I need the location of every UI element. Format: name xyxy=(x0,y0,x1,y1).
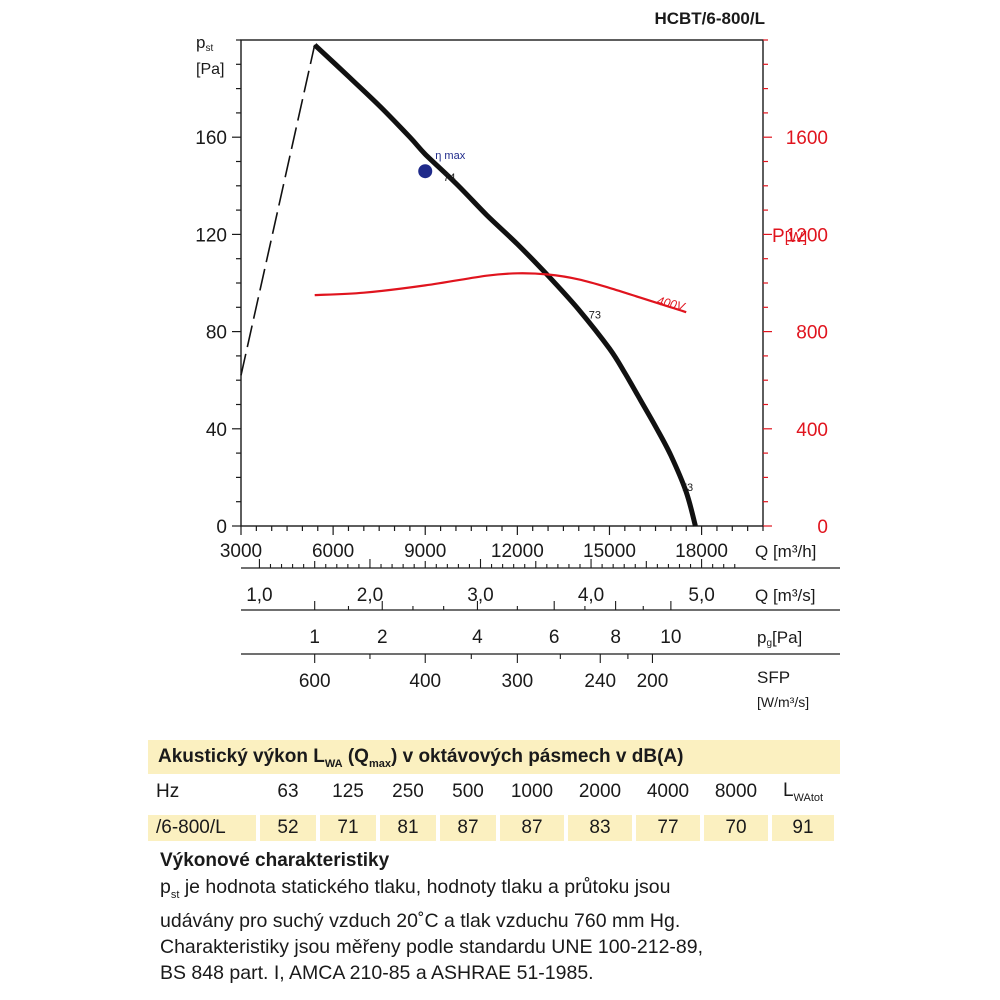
series-layer: 400V η max 74 73 73 xyxy=(240,43,698,527)
acoustic-data-row: /6-800/L 52 71 81 87 87 83 77 70 91 xyxy=(148,810,840,846)
qs-scale-tick-label: 3,0 xyxy=(467,585,493,606)
x-axis-ticks: 3000 6000 9000 12000 15000 18000 xyxy=(220,526,764,562)
band-250: 250 xyxy=(392,781,424,802)
band-63: 63 xyxy=(277,781,299,802)
pg-scale-tick-label: 10 xyxy=(660,627,681,648)
left-axis-tick-label: 120 xyxy=(195,225,227,246)
notes-line-2: udávány pro suchý vzduch 20˚C a tlak vzd… xyxy=(160,909,681,932)
qs-scale-ticks: 1,0 2,0 3,0 4,0 5,0 xyxy=(246,559,736,606)
x-axis-tick-label: 18000 xyxy=(675,541,728,562)
sfp-scale-unit: SFP xyxy=(757,668,790,687)
acoustic-table: Akustický výkon LWA (Qmax) v oktávových … xyxy=(148,740,840,846)
pg-scale-unit-sub: g xyxy=(766,638,772,649)
right-axis-tick-label: 800 xyxy=(796,323,828,344)
right-axis-tick-label: 400 xyxy=(796,420,828,441)
x-axis-tick-label: 9000 xyxy=(404,541,446,562)
sfp-scale-tick-label: 200 xyxy=(637,671,669,692)
value-4000: 77 xyxy=(636,815,700,841)
sfp-scale-tick-label: 600 xyxy=(299,671,331,692)
right-axis-tick-label: 0 xyxy=(817,517,828,538)
qs-scale-unit: Q [m³/s] xyxy=(755,586,815,605)
x-axis-tick-label: 15000 xyxy=(583,541,636,562)
qs-scale-tick-label: 2,0 xyxy=(357,585,383,606)
power-curve-label: 400V xyxy=(656,293,688,314)
right-axis-label: P[W] xyxy=(772,226,807,247)
left-axis-tick-label: 160 xyxy=(195,128,227,149)
value-500: 87 xyxy=(440,815,496,841)
power-curve-400v xyxy=(314,272,687,314)
notes-line-1: pst je hodnota statického tlaku, hodnoty… xyxy=(160,876,671,901)
sfp-scale-unit-sub: [W/m³/s] xyxy=(757,694,809,710)
pg-scale-unit: pg[Pa] xyxy=(757,628,802,649)
left-axis-ticks: 0 40 80 120 160 xyxy=(195,39,241,538)
left-axis-tick-label: 0 xyxy=(216,517,227,538)
eta-max-point xyxy=(418,164,433,179)
sfp-scale-tick-label: 240 xyxy=(584,671,616,692)
qs-scale-tick-label: 5,0 xyxy=(688,585,714,606)
value-2000: 83 xyxy=(568,815,632,841)
notes-heading: Výkonové charakteristiky xyxy=(160,850,390,871)
x-axis-tick-label: 3000 xyxy=(220,541,262,562)
sfp-scale-ticks: 600 400 300 240 200 xyxy=(299,654,668,692)
notes-line-3: Charakteristiky jsou měřeny podle standa… xyxy=(160,935,704,958)
x-axis-unit: Q [m³/h] xyxy=(755,542,816,561)
value-250: 81 xyxy=(380,815,436,841)
x-axis-tick-label: 6000 xyxy=(312,541,354,562)
eta-max-value: 74 xyxy=(443,172,455,184)
efficiency-annotation: 73 xyxy=(589,310,601,322)
sfp-scale-tick-label: 300 xyxy=(502,671,534,692)
left-axis-unit: [Pa] xyxy=(196,61,224,78)
value-8000: 70 xyxy=(704,815,768,841)
left-axis-label: pst xyxy=(196,33,213,54)
pg-scale-ticks: 1 2 4 6 8 10 xyxy=(309,601,681,648)
band-500: 500 xyxy=(452,781,484,802)
qs-scale-tick-label: 1,0 xyxy=(246,585,272,606)
sfp-scale-tick-label: 400 xyxy=(409,671,441,692)
right-axis-ticks: 0 400 800 1200 1600 xyxy=(763,39,828,538)
value-total: 91 xyxy=(772,815,834,841)
left-axis-tick-label: 40 xyxy=(206,420,227,441)
pg-scale-tick-label: 2 xyxy=(377,627,388,648)
pg-scale-tick-label: 1 xyxy=(309,627,320,648)
plot-frame xyxy=(240,39,764,527)
acoustic-header-row: Hz 63 125 250 500 1000 2000 4000 8000 LW… xyxy=(148,774,840,810)
pg-scale-tick-label: 6 xyxy=(549,627,560,648)
efficiency-annotation: 73 xyxy=(681,482,693,494)
band-8000: 8000 xyxy=(714,781,758,802)
stall-dashed-line xyxy=(240,44,316,376)
acoustic-row-label: /6-800/L xyxy=(148,815,256,841)
right-axis-unit: [W] xyxy=(785,229,808,246)
notes-line-4: BS 848 part. I, AMCA 210-85 a ASHRAE 51-… xyxy=(160,961,594,984)
x-axis-tick-label: 12000 xyxy=(491,541,544,562)
right-axis-tick-label: 1200 xyxy=(786,225,828,246)
pg-scale-tick-label: 4 xyxy=(472,627,483,648)
band-125: 125 xyxy=(332,781,364,802)
pressure-curve xyxy=(312,43,698,527)
acoustic-header-label: Hz xyxy=(156,781,180,802)
band-2000: 2000 xyxy=(578,781,622,802)
value-63: 52 xyxy=(260,815,316,841)
acoustic-table-title: Akustický výkon LWA (Qmax) v oktávových … xyxy=(148,740,840,774)
left-axis-label-sub: st xyxy=(205,43,213,54)
pg-scale-tick-label: 8 xyxy=(610,627,621,648)
value-1000: 87 xyxy=(500,815,564,841)
qs-scale-tick-label: 4,0 xyxy=(578,585,604,606)
left-axis-tick-label: 80 xyxy=(206,323,227,344)
band-1000: 1000 xyxy=(510,781,554,802)
right-axis-tick-label: 1600 xyxy=(786,128,828,149)
band-4000: 4000 xyxy=(646,781,690,802)
performance-notes: Výkonové charakteristiky pst je hodnota … xyxy=(160,848,860,986)
total-header: LWAtot xyxy=(782,780,824,804)
chart-title: HCBT/6-800/L xyxy=(654,9,765,28)
eta-max-label: η max xyxy=(435,150,465,162)
value-125: 71 xyxy=(320,815,376,841)
